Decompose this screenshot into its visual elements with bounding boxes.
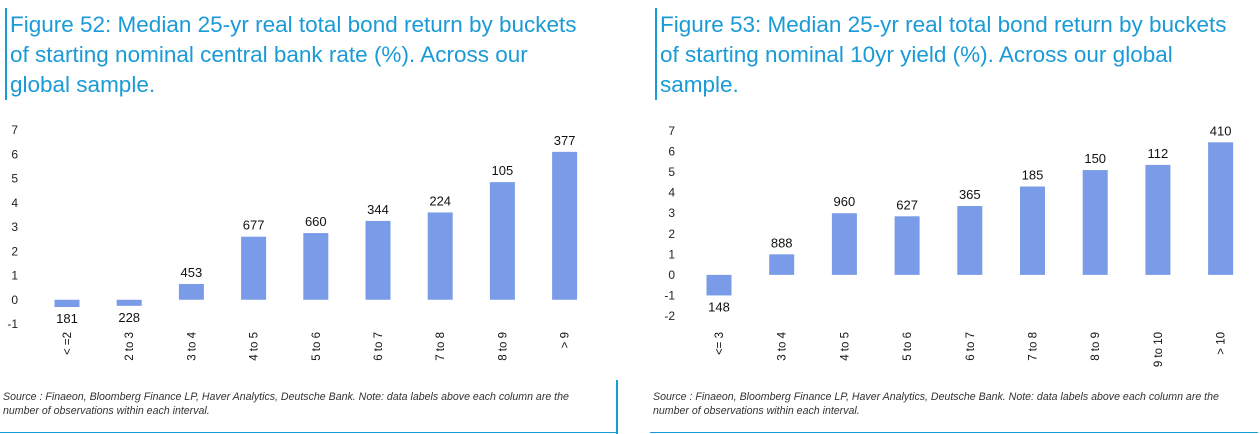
y-tick-label: 0 <box>668 268 675 282</box>
title-accent-bar <box>5 8 7 100</box>
y-tick-label: 7 <box>668 124 675 138</box>
x-category-label: 5 to 6 <box>902 332 914 361</box>
bar <box>894 216 920 275</box>
y-tick-label: 5 <box>11 172 18 186</box>
data-label: 148 <box>708 299 730 314</box>
figure-52-chart: 7 6 5 4 3 2 1 0 -1 181 < =2 228 2 to 3 453 3 to 4 677 4 … <box>7 123 578 361</box>
x-category-label: < =2 <box>62 332 74 355</box>
data-label: 410 <box>1210 123 1232 138</box>
x-category-label: 6 to 7 <box>373 332 385 361</box>
figure-52-panel: Figure 52: Median 25-yr real total bond … <box>0 0 622 434</box>
bar <box>427 212 453 300</box>
data-label: 677 <box>243 218 265 233</box>
figure-53-panel: Figure 53: Median 25-yr real total bond … <box>650 0 1260 434</box>
bar <box>178 283 204 300</box>
figure-52-title: Figure 52: Median 25-yr real total bond … <box>10 12 577 97</box>
x-category-label: 3 to 4 <box>186 331 198 360</box>
x-category-label: 8 to 9 <box>497 332 509 361</box>
bar <box>1082 170 1108 275</box>
bar <box>831 213 857 275</box>
data-label: 105 <box>492 163 514 178</box>
x-category-label: 4 to 5 <box>839 332 851 361</box>
bar <box>1020 186 1045 275</box>
bar <box>489 182 515 300</box>
bar <box>769 254 795 275</box>
data-label: 377 <box>554 133 576 148</box>
figure-52-source: Source : Finaeon, Bloomberg Finance LP, … <box>3 391 569 417</box>
x-category-label: 7 to 8 <box>1028 332 1040 361</box>
bottom-divider <box>650 432 1258 433</box>
x-category-label: 8 to 9 <box>1090 332 1102 361</box>
x-category-label: 9 to 10 <box>1153 332 1165 367</box>
y-tick-label: 4 <box>11 196 18 210</box>
right-divider <box>616 380 618 434</box>
data-label: 150 <box>1084 151 1106 166</box>
bar <box>241 236 267 300</box>
x-category-label: 5 to 6 <box>311 332 323 361</box>
bar <box>54 299 80 308</box>
data-label: 453 <box>181 265 203 280</box>
bar <box>706 274 732 296</box>
title-accent-bar <box>655 8 657 100</box>
bar <box>116 299 142 306</box>
data-label: 224 <box>429 193 451 208</box>
data-label: 888 <box>771 235 793 250</box>
x-category-label: 3 to 4 <box>777 331 789 360</box>
y-tick-label: 1 <box>11 269 18 283</box>
x-category-label: 6 to 7 <box>965 332 977 361</box>
bar <box>552 151 578 300</box>
figure-53-source: Source : Finaeon, Bloomberg Finance LP, … <box>653 391 1219 417</box>
bar <box>365 220 391 300</box>
x-category-label: 2 to 3 <box>124 332 136 361</box>
data-label: 112 <box>1148 146 1169 161</box>
data-label: 960 <box>834 194 856 209</box>
y-tick-label: 6 <box>668 145 675 159</box>
data-label: 185 <box>1022 168 1044 183</box>
y-tick-label: 3 <box>11 220 18 234</box>
y-tick-label: 1 <box>668 247 675 261</box>
y-tick-label: 3 <box>668 206 675 220</box>
y-tick-label: 5 <box>668 165 675 179</box>
data-label: 365 <box>959 187 981 202</box>
y-tick-label: -1 <box>664 288 675 302</box>
data-label: 660 <box>305 214 327 229</box>
x-category-label: 7 to 8 <box>435 332 447 361</box>
figure-53-chart: 7 6 5 4 3 2 1 0 -1 -2 148 <= 3 888 3 to 4 960 4 to 5 627… <box>664 123 1234 367</box>
y-tick-label: 4 <box>668 186 675 200</box>
x-category-label: <= 3 <box>714 332 726 355</box>
x-category-label: > 9 <box>560 332 572 348</box>
figure-53-title: Figure 53: Median 25-yr real total bond … <box>660 12 1227 97</box>
x-category-label: > 10 <box>1216 332 1228 355</box>
bar <box>303 233 329 300</box>
data-label: 181 <box>56 311 78 326</box>
bar <box>1145 164 1171 275</box>
y-tick-label: -1 <box>7 317 18 331</box>
y-tick-label: -2 <box>664 309 675 323</box>
y-tick-label: 7 <box>11 123 18 137</box>
y-tick-label: 6 <box>11 147 18 161</box>
data-label: 228 <box>118 310 140 325</box>
data-label: 344 <box>367 202 389 217</box>
data-label: 627 <box>896 197 918 212</box>
x-category-label: 4 to 5 <box>249 332 261 361</box>
bar <box>957 206 983 275</box>
bottom-divider <box>0 432 618 433</box>
y-tick-label: 0 <box>11 293 18 307</box>
y-tick-label: 2 <box>668 227 675 241</box>
bar <box>1208 142 1234 275</box>
y-tick-label: 2 <box>11 244 18 258</box>
